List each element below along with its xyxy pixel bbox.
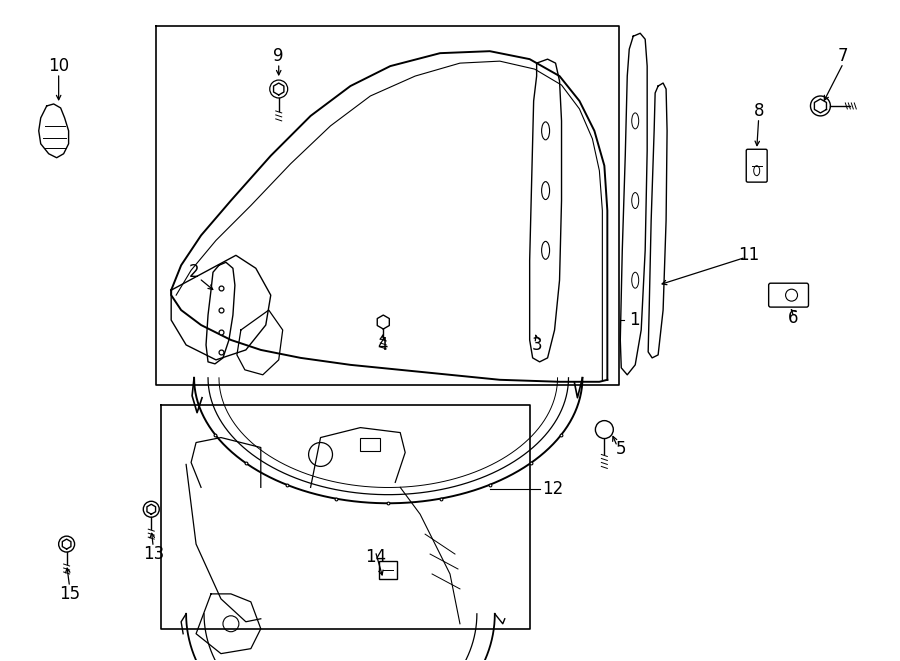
Text: 8: 8: [753, 102, 764, 120]
Text: 4: 4: [377, 336, 388, 354]
Text: 11: 11: [738, 247, 760, 264]
Text: 3: 3: [531, 336, 542, 354]
Text: 7: 7: [838, 47, 849, 65]
Text: 12: 12: [543, 481, 564, 498]
Text: 10: 10: [48, 57, 69, 75]
Text: 2: 2: [189, 263, 200, 281]
Text: 9: 9: [274, 47, 284, 65]
Text: 5: 5: [616, 440, 626, 459]
Text: 14: 14: [364, 548, 386, 566]
Text: 1: 1: [629, 311, 640, 329]
Text: 15: 15: [59, 585, 80, 603]
Text: 13: 13: [142, 545, 164, 563]
Text: 6: 6: [788, 309, 799, 327]
